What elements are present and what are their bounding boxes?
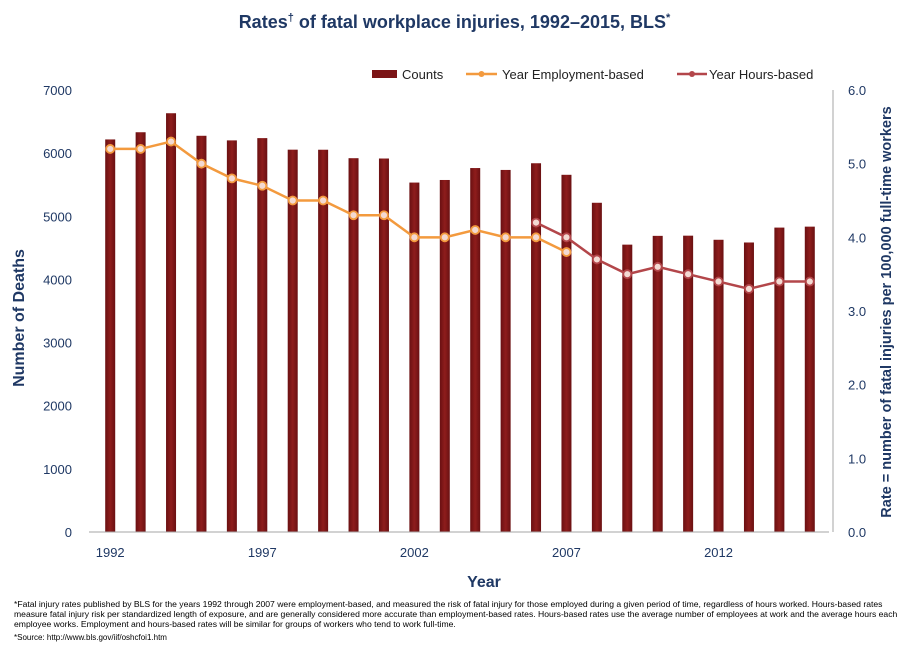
hours-point-2009 xyxy=(622,269,633,280)
legend-label-employment: Year Employment-based xyxy=(502,67,644,82)
y2-tick-label: 5.0 xyxy=(848,157,866,172)
employment-point-1999 xyxy=(318,195,329,206)
y-tick-label: 0 xyxy=(65,525,72,540)
hours-point-2011 xyxy=(683,269,694,280)
employment-point-2006 xyxy=(531,232,541,243)
footnote-source: *Source: http://www.bls.gov/iif/oshcfoi1… xyxy=(14,633,167,642)
hours-point-2006 xyxy=(531,217,541,228)
bar-2011 xyxy=(683,235,694,532)
employment-point-1993 xyxy=(135,144,146,154)
y-tick-label: 7000 xyxy=(43,83,72,98)
bar-1996 xyxy=(226,140,237,532)
y2-tick-label: 0.0 xyxy=(848,525,866,540)
employment-point-2000 xyxy=(348,210,359,221)
bar-2007 xyxy=(561,174,572,533)
bar-2015 xyxy=(804,226,815,532)
y-tick-label: 4000 xyxy=(43,272,72,287)
bar-1992 xyxy=(105,139,116,532)
y2-tick-label: 1.0 xyxy=(848,451,866,466)
footnote-text: *Fatal injury rates published by BLS for… xyxy=(14,599,898,629)
hours-point-2015 xyxy=(804,276,815,287)
hours-point-2013 xyxy=(744,283,754,294)
y-tick-label: 1000 xyxy=(43,462,72,477)
hours-point-2014 xyxy=(774,276,785,287)
x-tick-label: 2002 xyxy=(400,545,429,560)
chart-title-dagger: † xyxy=(287,12,294,24)
chart-title-part1: Rates xyxy=(238,12,288,32)
bar-2005 xyxy=(500,169,511,533)
hours-point-2008 xyxy=(591,254,602,265)
y-tick-label: 2000 xyxy=(43,399,72,414)
hours-point-2012 xyxy=(713,276,724,287)
chart-title-part2: of fatal workplace injuries, 1992–2015, … xyxy=(293,12,667,32)
employment-point-1997 xyxy=(257,180,268,191)
hours-point-2010 xyxy=(652,261,663,272)
x-tick-label: 2007 xyxy=(552,545,581,560)
bar-1999 xyxy=(318,149,329,532)
lines-layer xyxy=(105,136,815,294)
bar-1993 xyxy=(135,132,146,533)
bar-2004 xyxy=(470,168,481,533)
chart: 0 1000 2000 3000 4000 5000 6000 7000 0.0 1.0 2.0 3.… xyxy=(11,67,895,591)
bar-1998 xyxy=(287,149,298,533)
bar-2003 xyxy=(439,179,450,532)
employment-point-1998 xyxy=(287,195,298,206)
bar-2014 xyxy=(774,227,785,532)
footnotes: *Fatal injury rates published by BLS for… xyxy=(14,599,899,643)
legend-marker-employment xyxy=(478,71,485,77)
legend-marker-hours xyxy=(689,71,695,77)
bar-2006 xyxy=(531,163,542,532)
legend-label-hours: Year Hours-based xyxy=(709,67,813,82)
y2-axis-title: Rate = number of fatal injuries per 100,… xyxy=(879,106,895,517)
employment-line xyxy=(110,140,568,254)
employment-point-2005 xyxy=(500,232,511,243)
y2-tick-label: 6.0 xyxy=(848,83,866,98)
bar-2012 xyxy=(713,239,724,533)
employment-point-2003 xyxy=(439,232,450,243)
bar-2001 xyxy=(378,158,389,532)
y-axis-title: Number of Deaths xyxy=(11,249,28,387)
legend-label-counts: Counts xyxy=(402,67,444,82)
y2-tick-label: 2.0 xyxy=(848,378,866,393)
bar-1994 xyxy=(166,113,177,532)
x-tick-label: 1997 xyxy=(248,545,277,560)
bar-2008 xyxy=(591,202,602,533)
employment-point-2004 xyxy=(470,225,481,235)
y2-tick-label: 4.0 xyxy=(848,230,866,245)
employment-point-2007 xyxy=(561,247,572,257)
employment-point-2001 xyxy=(379,210,389,221)
legend: Counts Year Employment-based Year Hours-ba… xyxy=(372,67,813,82)
y-tick-label: 3000 xyxy=(43,336,72,351)
bar-2010 xyxy=(652,235,663,533)
bar-2000 xyxy=(348,158,359,533)
employment-point-2002 xyxy=(409,232,420,243)
x-tick-label: 2012 xyxy=(704,545,733,560)
employment-point-1994 xyxy=(166,136,176,147)
x-axis-title: Year xyxy=(467,574,501,591)
y-tick-label: 6000 xyxy=(43,146,72,161)
hours-line xyxy=(535,221,810,291)
employment-point-1992 xyxy=(105,144,116,154)
y2-tick-label: 3.0 xyxy=(848,304,866,319)
x-tick-label: 1992 xyxy=(96,545,125,560)
employment-point-1995 xyxy=(196,158,207,169)
axes-layer: 0 1000 2000 3000 4000 5000 6000 7000 0.0 1.0 2.0 3.… xyxy=(11,83,895,591)
hours-point-2007 xyxy=(561,232,572,243)
bar-2002 xyxy=(409,182,420,532)
chart-title-star: * xyxy=(666,12,671,24)
chart-title: Rates† of fatal workplace injuries, 1992… xyxy=(0,12,909,33)
legend-swatch-counts xyxy=(372,70,397,78)
bar-1997 xyxy=(257,138,268,532)
bar-1995 xyxy=(196,135,207,532)
bar-2009 xyxy=(622,244,633,533)
bars-layer xyxy=(105,113,815,533)
employment-point-1996 xyxy=(226,173,237,184)
y-tick-label: 5000 xyxy=(43,209,72,224)
bar-2013 xyxy=(743,242,754,533)
